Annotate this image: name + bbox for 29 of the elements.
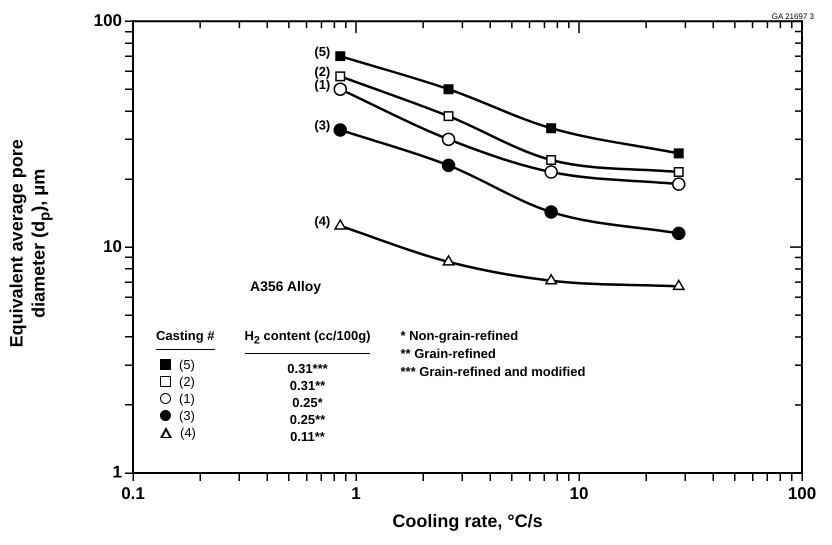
annotation: 0.31** <box>288 376 326 394</box>
x-tick-label: 0.1 <box>121 484 145 503</box>
text: (4) <box>180 425 196 440</box>
annotation: H$_{2}$ content (cc/100g) <box>244 328 370 354</box>
x-axis-title: Cooling rate, °C/s <box>392 511 543 532</box>
legend-title: Casting # <box>156 328 215 350</box>
y-tick-label: 10 <box>103 236 122 256</box>
legend-label: (5) <box>179 357 195 372</box>
legend-label: (2) <box>179 374 195 389</box>
annotation: *** Grain-refined and modified <box>400 364 586 381</box>
x-tick-label: 10 <box>570 484 588 503</box>
y-tick-label: 100 <box>94 10 122 30</box>
annotation: ** Grain-refined <box>400 346 497 363</box>
series-label: (4) <box>314 214 330 229</box>
y-tick-label: 1 <box>112 462 122 482</box>
x-tick-label: 1 <box>351 484 361 503</box>
text: GA 21697 3 <box>772 12 814 21</box>
text: (3) <box>314 118 330 133</box>
legend-label: (1) <box>179 391 195 406</box>
annotation: * Non-grain-refined <box>400 328 520 345</box>
legend-label: (3) <box>179 408 195 423</box>
annotation: 0.25* <box>291 394 324 411</box>
text: (2) <box>314 64 330 79</box>
text: (5) <box>314 44 330 59</box>
annotation: 0.11** <box>289 428 326 445</box>
annotation: A356 Alloy <box>250 278 322 294</box>
annotation: 0.31*** <box>286 360 329 377</box>
x-tick-label: 100 <box>788 484 816 503</box>
annotation: 0.25** <box>288 410 326 428</box>
